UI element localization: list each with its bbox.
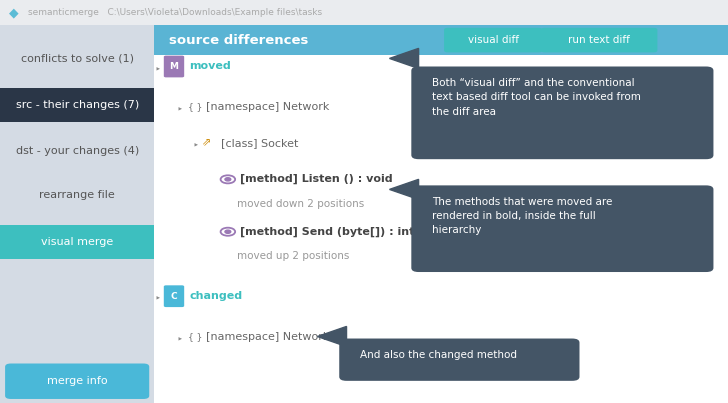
FancyBboxPatch shape [411, 66, 713, 159]
Text: [namespace] Network: [namespace] Network [206, 332, 329, 341]
Polygon shape [389, 48, 419, 69]
FancyBboxPatch shape [154, 55, 728, 403]
Text: ◂: ◂ [195, 140, 198, 146]
Text: rearrange file: rearrange file [39, 191, 115, 200]
Text: The methods that were moved are
rendered in bold, inside the full
hierarchy: The methods that were moved are rendered… [432, 197, 612, 235]
Text: [class] Socket: [class] Socket [221, 138, 298, 148]
Text: ◆: ◆ [9, 6, 19, 19]
Text: And also the changed method: And also the changed method [360, 350, 517, 360]
Circle shape [225, 230, 231, 233]
Text: src - their changes (7): src - their changes (7) [15, 100, 139, 110]
Polygon shape [389, 179, 419, 199]
Text: { }: { } [188, 332, 202, 341]
FancyBboxPatch shape [444, 28, 542, 52]
FancyBboxPatch shape [154, 25, 728, 55]
Text: source differences: source differences [169, 33, 308, 47]
FancyBboxPatch shape [541, 28, 657, 52]
Text: [method] Listen () : void: [method] Listen () : void [240, 174, 393, 185]
FancyBboxPatch shape [0, 224, 154, 259]
Text: ◂: ◂ [157, 293, 160, 299]
FancyBboxPatch shape [411, 185, 713, 272]
FancyBboxPatch shape [5, 364, 149, 399]
Text: [namespace] Network: [namespace] Network [206, 102, 329, 112]
FancyBboxPatch shape [0, 0, 728, 25]
Text: visual diff: visual diff [467, 35, 519, 45]
Text: C: C [170, 292, 178, 301]
Text: changed: changed [189, 291, 242, 301]
FancyBboxPatch shape [0, 88, 154, 122]
Text: conflicts to solve (1): conflicts to solve (1) [20, 54, 134, 63]
Text: moved: moved [189, 62, 231, 71]
Text: Both “visual diff” and the conventional
text based diff tool can be invoked from: Both “visual diff” and the conventional … [432, 78, 641, 116]
Circle shape [225, 178, 231, 181]
Text: moved up 2 positions: moved up 2 positions [237, 251, 349, 261]
Text: ◂: ◂ [157, 64, 160, 69]
Text: ◂: ◂ [179, 104, 182, 110]
Text: visual merge: visual merge [41, 237, 114, 247]
FancyBboxPatch shape [0, 25, 154, 403]
Text: semanticmerge   C:\Users\Violeta\Downloads\Example files\tasks: semanticmerge C:\Users\Violeta\Downloads… [28, 8, 322, 17]
Text: merge info: merge info [47, 376, 108, 386]
FancyBboxPatch shape [339, 339, 579, 381]
Text: { }: { } [188, 102, 202, 111]
Text: moved down 2 positions: moved down 2 positions [237, 199, 365, 208]
Text: ◂: ◂ [179, 334, 182, 339]
Text: ⇗: ⇗ [202, 138, 212, 148]
FancyBboxPatch shape [164, 285, 184, 307]
FancyBboxPatch shape [164, 56, 184, 77]
Polygon shape [317, 326, 347, 347]
Text: M: M [170, 62, 178, 71]
Text: run text diff: run text diff [569, 35, 630, 45]
Text: dst - your changes (4): dst - your changes (4) [15, 146, 139, 156]
Text: [method] Send (byte[]) : int: [method] Send (byte[]) : int [240, 226, 415, 237]
